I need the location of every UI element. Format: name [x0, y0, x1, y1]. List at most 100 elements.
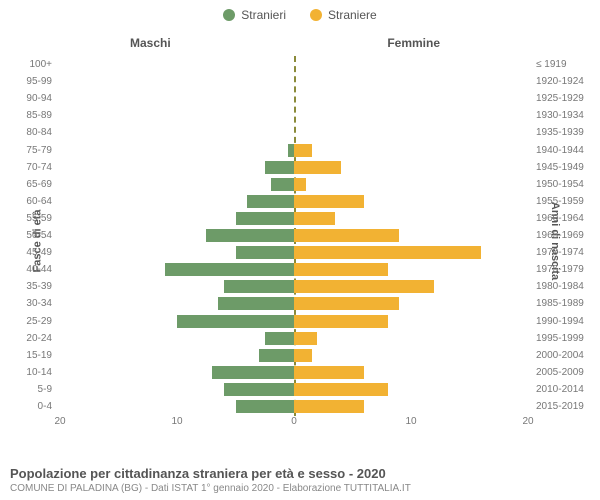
- age-label: 5-9: [0, 381, 52, 398]
- age-label: 0-4: [0, 398, 52, 415]
- birth-year-label: 1940-1944: [536, 142, 600, 159]
- pyramid-row: [60, 56, 528, 73]
- pyramid-row: [60, 142, 528, 159]
- bar-female: [294, 349, 312, 362]
- age-label: 40-44: [0, 261, 52, 278]
- birth-year-label: 1990-1994: [536, 313, 600, 330]
- bar-male: [247, 195, 294, 208]
- birth-year-label: 1930-1934: [536, 107, 600, 124]
- age-label: 25-29: [0, 313, 52, 330]
- bar-female: [294, 263, 388, 276]
- pyramid-row: [60, 176, 528, 193]
- pyramid-row: [60, 227, 528, 244]
- pyramid-row: [60, 244, 528, 261]
- birth-year-label: 1935-1939: [536, 124, 600, 141]
- bar-female: [294, 280, 434, 293]
- birth-year-label: 1945-1949: [536, 159, 600, 176]
- bar-male: [265, 332, 294, 345]
- bar-male: [177, 315, 294, 328]
- birth-year-label: 1925-1929: [536, 90, 600, 107]
- bar-male: [224, 280, 294, 293]
- age-label: 70-74: [0, 159, 52, 176]
- bar-female: [294, 212, 335, 225]
- age-label: 55-59: [0, 210, 52, 227]
- bar-female: [294, 366, 364, 379]
- plot-area: [60, 56, 528, 416]
- birth-year-label: 1975-1979: [536, 261, 600, 278]
- chart-area: Maschi Femmine Fasce di età Anni di nasc…: [0, 36, 600, 446]
- age-label: 80-84: [0, 124, 52, 141]
- legend: Stranieri Straniere: [0, 0, 600, 26]
- pyramid-row: [60, 73, 528, 90]
- column-headers: Maschi Femmine: [0, 36, 600, 54]
- pyramid-row: [60, 159, 528, 176]
- age-label: 30-34: [0, 295, 52, 312]
- bar-female: [294, 195, 364, 208]
- age-label: 100+: [0, 56, 52, 73]
- age-label: 10-14: [0, 364, 52, 381]
- pyramid-row: [60, 347, 528, 364]
- bar-male: [265, 161, 294, 174]
- bar-female: [294, 161, 341, 174]
- legend-swatch-female: [310, 9, 322, 21]
- bar-male: [218, 297, 294, 310]
- age-label: 60-64: [0, 193, 52, 210]
- age-label: 20-24: [0, 330, 52, 347]
- chart-container: Stranieri Straniere Maschi Femmine Fasce…: [0, 0, 600, 500]
- bar-female: [294, 332, 317, 345]
- pyramid-row: [60, 90, 528, 107]
- col-header-female: Femmine: [387, 36, 440, 50]
- legend-item-male: Stranieri: [223, 8, 286, 22]
- pyramid-row: [60, 381, 528, 398]
- pyramid-row: [60, 330, 528, 347]
- age-label: 75-79: [0, 142, 52, 159]
- y-axis-right: ≤ 19191920-19241925-19291930-19341935-19…: [532, 56, 600, 416]
- age-label: 85-89: [0, 107, 52, 124]
- birth-year-label: 1960-1964: [536, 210, 600, 227]
- age-label: 50-54: [0, 227, 52, 244]
- birth-year-label: 1950-1954: [536, 176, 600, 193]
- pyramid-row: [60, 193, 528, 210]
- pyramid-row: [60, 313, 528, 330]
- bar-female: [294, 246, 481, 259]
- bar-male: [206, 229, 294, 242]
- pyramid-row: [60, 107, 528, 124]
- pyramid-row: [60, 210, 528, 227]
- x-tick: 20: [522, 416, 533, 427]
- bar-female: [294, 144, 312, 157]
- birth-year-label: 2010-2014: [536, 381, 600, 398]
- legend-item-female: Straniere: [310, 8, 377, 22]
- bar-male: [236, 212, 295, 225]
- birth-year-label: 1980-1984: [536, 278, 600, 295]
- legend-swatch-male: [223, 9, 235, 21]
- bar-female: [294, 315, 388, 328]
- age-label: 35-39: [0, 278, 52, 295]
- x-tick: 0: [291, 416, 297, 427]
- bar-male: [236, 400, 295, 413]
- pyramid-row: [60, 398, 528, 415]
- bar-male: [259, 349, 294, 362]
- birth-year-label: 1965-1969: [536, 227, 600, 244]
- birth-year-label: 1970-1974: [536, 244, 600, 261]
- pyramid-row: [60, 364, 528, 381]
- pyramid-row: [60, 278, 528, 295]
- col-header-male: Maschi: [130, 36, 171, 50]
- y-axis-left: 100+95-9990-9485-8980-8475-7970-7465-696…: [0, 56, 56, 416]
- x-axis: 201001020: [60, 416, 528, 434]
- footer: Popolazione per cittadinanza straniera p…: [10, 466, 590, 494]
- age-label: 15-19: [0, 347, 52, 364]
- bar-female: [294, 178, 306, 191]
- pyramid-row: [60, 295, 528, 312]
- x-tick: 20: [54, 416, 65, 427]
- bar-female: [294, 229, 399, 242]
- bar-male: [271, 178, 294, 191]
- legend-label-female: Straniere: [328, 8, 377, 22]
- birth-year-label: 1995-1999: [536, 330, 600, 347]
- birth-year-label: 1920-1924: [536, 73, 600, 90]
- pyramid-row: [60, 124, 528, 141]
- birth-year-label: 2005-2009: [536, 364, 600, 381]
- birth-year-label: 1985-1989: [536, 295, 600, 312]
- birth-year-label: 1955-1959: [536, 193, 600, 210]
- bar-male: [165, 263, 294, 276]
- x-tick: 10: [405, 416, 416, 427]
